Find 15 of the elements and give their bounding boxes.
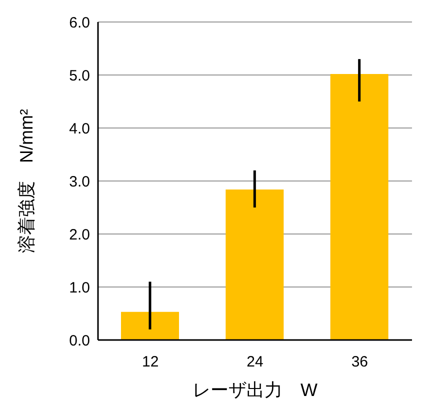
x-tick-label: 24	[246, 354, 264, 371]
bar	[226, 189, 284, 340]
y-tick-label: 2.0	[69, 226, 90, 244]
y-axis-title: 溶着強度 N/mm²	[16, 109, 36, 253]
y-tick-label: 4.0	[69, 120, 90, 138]
y-tick-label: 0.0	[69, 332, 90, 350]
bar	[330, 74, 388, 340]
y-tick-label: 3.0	[69, 173, 90, 190]
x-tick-label: 12	[142, 354, 159, 371]
y-tick-label: 6.0	[69, 14, 90, 32]
y-tick-label: 1.0	[69, 279, 90, 296]
y-tick-label: 5.0	[69, 67, 90, 84]
bar	[121, 312, 179, 340]
x-tick-label: 36	[351, 354, 368, 371]
x-axis-title: レーザ出力 W	[192, 380, 318, 400]
